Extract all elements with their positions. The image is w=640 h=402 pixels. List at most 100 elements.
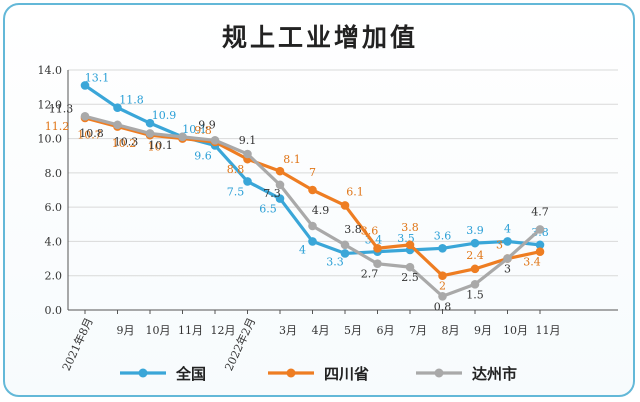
data-point <box>113 120 122 130</box>
data-point <box>308 237 317 246</box>
chart-title: 规上工业增加值 <box>221 23 418 52</box>
y-tick-label: 8.0 <box>45 167 63 180</box>
x-tick-label: 11月 <box>178 324 203 337</box>
data-label: 10.8 <box>79 127 104 140</box>
data-point <box>438 291 447 301</box>
data-point <box>340 249 350 258</box>
data-point <box>340 201 350 210</box>
data-point <box>80 111 90 121</box>
data-point <box>535 240 545 250</box>
data-point <box>243 149 252 159</box>
data-label: 3.8 <box>401 221 419 234</box>
data-label: 4 <box>299 243 306 256</box>
data-label: 9.6 <box>194 149 212 162</box>
data-point <box>178 132 187 142</box>
data-point <box>340 240 350 250</box>
x-tick-label: 7月 <box>409 324 427 337</box>
data-label: 9.9 <box>198 118 216 131</box>
data-label: 4 <box>504 222 511 235</box>
data-label: 10.2 <box>112 137 137 150</box>
x-tick-label: 9月 <box>117 324 135 337</box>
data-point <box>503 254 512 263</box>
data-label: 13.1 <box>85 71 110 84</box>
data-label: 9.8 <box>194 124 212 137</box>
legend-marker <box>286 368 296 378</box>
data-point <box>535 225 545 234</box>
x-tick-label: 11月 <box>536 324 561 337</box>
data-label: 3.9 <box>466 224 484 237</box>
data-point <box>145 118 155 128</box>
data-label: 10.1 <box>148 139 173 152</box>
data-label: 3 <box>496 239 503 252</box>
data-label: 3.6 <box>434 229 452 242</box>
x-tick-label: 8月 <box>442 324 460 337</box>
data-label: 3.4 <box>523 256 541 269</box>
y-tick-label: 4.0 <box>45 235 63 248</box>
data-label: 7.5 <box>227 185 245 198</box>
data-point <box>210 135 220 145</box>
y-tick-label: 14.0 <box>38 64 63 77</box>
data-label: 3.3 <box>326 255 344 268</box>
data-label: 7.3 <box>263 187 281 200</box>
data-label: 2.5 <box>401 271 419 284</box>
data-label: 4.7 <box>531 205 549 218</box>
data-point <box>438 271 447 281</box>
data-label: 0.8 <box>434 300 452 313</box>
data-label: 11.3 <box>49 102 74 115</box>
data-point <box>373 259 382 269</box>
x-tick-label: 10月 <box>146 324 171 337</box>
data-label: 11.2 <box>45 120 70 133</box>
x-tick-label: 10月 <box>503 324 528 337</box>
data-point <box>470 264 480 274</box>
data-label: 2.7 <box>361 268 379 281</box>
data-point <box>373 243 382 253</box>
data-label: 2 <box>439 280 446 293</box>
data-point <box>470 238 480 248</box>
y-tick-label: 0.0 <box>45 304 63 317</box>
legend-label: 四川省 <box>324 365 369 383</box>
data-point <box>243 177 252 186</box>
data-point <box>535 247 545 257</box>
x-tick-label: 6月 <box>377 324 395 337</box>
data-label: 7 <box>309 166 316 179</box>
data-point <box>470 279 480 289</box>
data-label: 10 <box>148 141 162 154</box>
data-label: 10.3 <box>114 135 139 148</box>
data-label: 11.8 <box>119 94 144 107</box>
data-label: 4.9 <box>312 204 330 217</box>
data-label: 6.5 <box>259 203 277 216</box>
data-label: 9.1 <box>239 134 257 147</box>
data-point <box>308 185 317 195</box>
data-label: 3 <box>504 263 511 276</box>
data-point <box>145 129 155 138</box>
data-label: 8.8 <box>227 163 245 176</box>
legend-label: 达州市 <box>472 365 517 383</box>
data-point <box>275 166 285 176</box>
data-point <box>503 237 512 246</box>
data-label: 10.7 <box>77 129 102 142</box>
y-tick-label: 6.0 <box>45 201 63 214</box>
data-point <box>275 180 285 190</box>
x-tick-label: 5月 <box>344 324 362 337</box>
chart-frame <box>3 3 635 397</box>
x-tick-label: 12月 <box>211 324 236 337</box>
data-point <box>113 103 122 113</box>
x-tick-label: 4月 <box>312 324 330 337</box>
data-label: 3.6 <box>361 224 379 237</box>
data-label: 10.1 <box>182 123 207 136</box>
data-label: 3.8 <box>344 223 362 236</box>
data-label: 6.1 <box>346 185 364 198</box>
data-point <box>308 221 317 231</box>
data-point <box>80 81 90 90</box>
data-point <box>405 262 415 272</box>
data-point <box>275 194 285 203</box>
data-point <box>405 240 415 250</box>
x-tick-label: 2021年8月 <box>59 315 96 373</box>
data-label: 10.9 <box>152 109 177 122</box>
x-tick-label: 9月 <box>474 324 492 337</box>
legend-marker <box>138 368 148 378</box>
data-point <box>438 243 447 253</box>
legend-marker <box>434 368 444 378</box>
y-tick-label: 10.0 <box>38 133 63 146</box>
